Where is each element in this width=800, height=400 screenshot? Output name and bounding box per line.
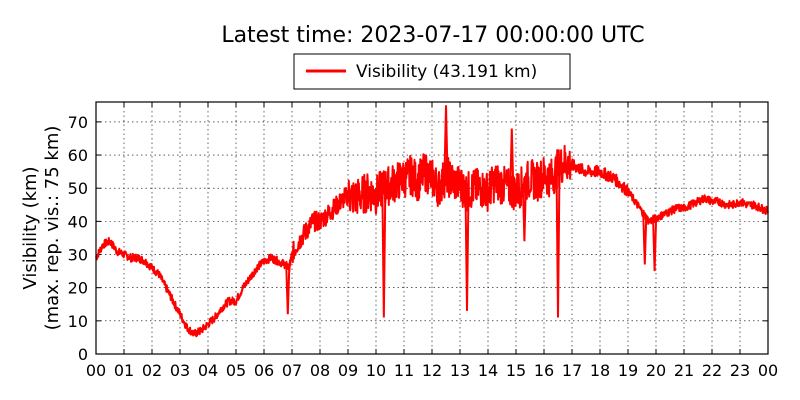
- x-tick-label: 20: [646, 361, 666, 380]
- series-spike: [464, 191, 470, 311]
- series-spike: [652, 218, 658, 272]
- x-tick-label: 12: [422, 361, 442, 380]
- x-tick-label: 11: [394, 361, 414, 380]
- y-tick-label: 20: [68, 279, 88, 298]
- x-tick-label: 21: [674, 361, 694, 380]
- x-tick-label: 23: [730, 361, 750, 380]
- series-spike: [381, 187, 387, 318]
- x-tick-label: 18: [590, 361, 610, 380]
- x-tick-label: 17: [562, 361, 582, 380]
- series-spike: [443, 105, 449, 175]
- x-tick-label: 08: [310, 361, 330, 380]
- series-spike: [642, 215, 648, 265]
- legend-label: Visibility (43.191 km): [356, 62, 537, 82]
- y-tick-label: 60: [68, 146, 88, 165]
- y-axis-label: Visibility (km) (max. rep. vis.: 75 km): [20, 126, 63, 331]
- series-line: [95, 144, 769, 338]
- y-tick-label: 10: [68, 312, 88, 331]
- x-tick-label: 19: [618, 361, 638, 380]
- tick-labels: 00 01 02 03 04 05 06 07 08 09 10 11 12 13 14 15 16 17 18 19…: [68, 113, 779, 380]
- y-axis-label-line-2: (max. rep. vis.: 75 km): [42, 126, 63, 331]
- series-spike: [521, 183, 527, 242]
- x-tick-label: 13: [450, 361, 470, 380]
- x-tick-label: 05: [226, 361, 246, 380]
- series-spike: [285, 266, 291, 315]
- series-spike: [509, 128, 515, 190]
- y-tick-label: 30: [68, 246, 88, 265]
- x-tick-label: 16: [534, 361, 554, 380]
- x-tick-label: 03: [170, 361, 190, 380]
- x-tick-label: 01: [114, 361, 134, 380]
- series-spike: [555, 168, 561, 318]
- x-tick-label: 15: [506, 361, 526, 380]
- x-tick-label: 22: [702, 361, 722, 380]
- series-visibility: [95, 105, 769, 338]
- x-tick-label: 04: [198, 361, 218, 380]
- y-axis-label-line-1: Visibility (km): [20, 166, 41, 289]
- ticks: [95, 102, 769, 355]
- x-tick-label: 06: [254, 361, 274, 380]
- y-tick-label: 50: [68, 179, 88, 198]
- legend: Visibility (43.191 km): [293, 53, 571, 90]
- y-tick-label: 70: [68, 113, 88, 132]
- plot-frame: [95, 101, 769, 355]
- x-tick-label: 02: [142, 361, 162, 380]
- x-tick-label: 00: [86, 361, 106, 380]
- x-tick-label: 00: [758, 361, 778, 380]
- x-tick-label: 14: [478, 361, 498, 380]
- x-tick-label: 09: [338, 361, 358, 380]
- x-tick-label: 07: [282, 361, 302, 380]
- chart-title: Latest time: 2023-07-17 00:00:00 UTC: [221, 23, 644, 48]
- x-tick-label: 10: [366, 361, 386, 380]
- y-tick-label: 40: [68, 212, 88, 231]
- y-tick-label: 0: [78, 345, 88, 364]
- grid: [96, 102, 768, 354]
